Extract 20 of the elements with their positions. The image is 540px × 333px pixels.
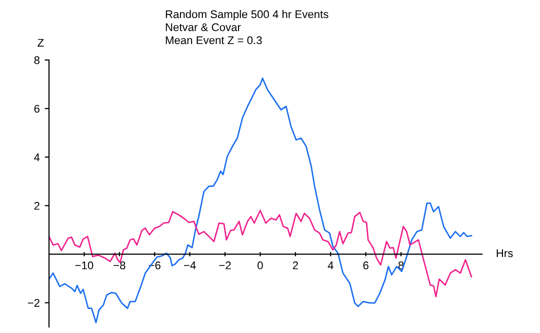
x-tick-label: −2 bbox=[219, 261, 231, 270]
chart-subtitle: Netvar & Covar bbox=[166, 23, 241, 32]
y-tick-label: 2 bbox=[34, 202, 40, 210]
y-tick-label: −2 bbox=[28, 298, 40, 307]
y-tick-label: 6 bbox=[34, 104, 40, 113]
x-tick-label: 6 bbox=[363, 261, 368, 270]
y-axis-title: Z bbox=[38, 38, 44, 47]
x-tick-label: −10 bbox=[75, 261, 94, 270]
chart-title: Random Sample 500 4 hr Events bbox=[166, 10, 328, 20]
x-tick-label: 2 bbox=[292, 261, 298, 270]
x-tick-label: 4 bbox=[328, 262, 334, 270]
x-tick-label: −8 bbox=[114, 261, 126, 270]
y-tick-label: 4 bbox=[34, 153, 40, 162]
x-tick-label: −4 bbox=[184, 262, 196, 270]
x-tick-label: 0 bbox=[258, 261, 263, 270]
line-series bbox=[49, 210, 472, 298]
y-tick-label: 8 bbox=[34, 56, 40, 64]
x-axis-title: Hrs bbox=[496, 249, 513, 258]
line-series bbox=[49, 78, 472, 324]
text: Mean Event Z = 0.3 bbox=[166, 36, 262, 44]
